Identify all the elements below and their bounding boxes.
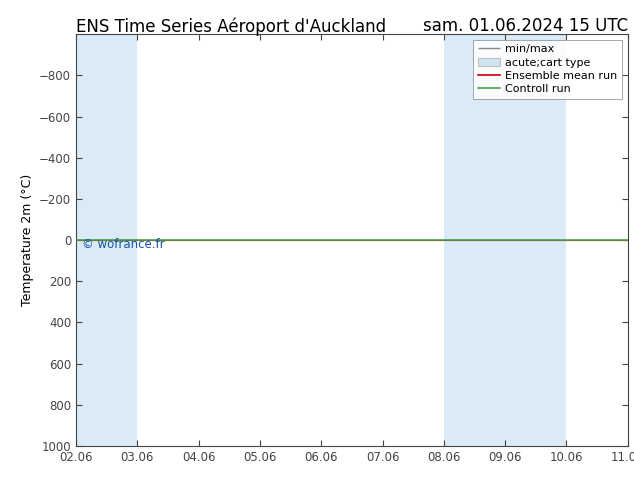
Y-axis label: Temperature 2m (°C): Temperature 2m (°C)	[20, 174, 34, 306]
Bar	[444, 34, 505, 446]
Bar	[628, 34, 634, 446]
Title: ENS Time Series Aéroport d'Auckland     sam. 01.06.2024 15 UTC: ENS Time Series Aéroport d'Auckland sam.…	[0, 489, 1, 490]
Text: sam. 01.06.2024 15 UTC: sam. 01.06.2024 15 UTC	[422, 17, 628, 35]
Text: © wofrance.fr: © wofrance.fr	[82, 238, 164, 251]
Text: ENS Time Series Aéroport d'Auckland: ENS Time Series Aéroport d'Auckland	[76, 17, 386, 36]
Bar	[505, 34, 566, 446]
Bar	[76, 34, 138, 446]
Legend: min/max, acute;cart type, Ensemble mean run, Controll run: min/max, acute;cart type, Ensemble mean …	[473, 40, 622, 99]
